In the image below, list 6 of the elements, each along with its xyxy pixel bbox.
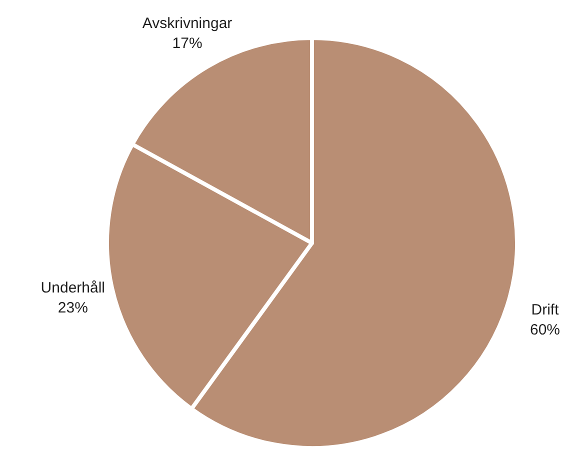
slice-label: Underhåll	[40, 279, 106, 296]
slice-label: Drift	[531, 302, 560, 319]
data-label: 23%	[58, 299, 88, 316]
data-label: 17%	[172, 35, 202, 52]
data-label: 60%	[530, 322, 560, 339]
slice-label: Avskrivningar	[142, 15, 232, 32]
